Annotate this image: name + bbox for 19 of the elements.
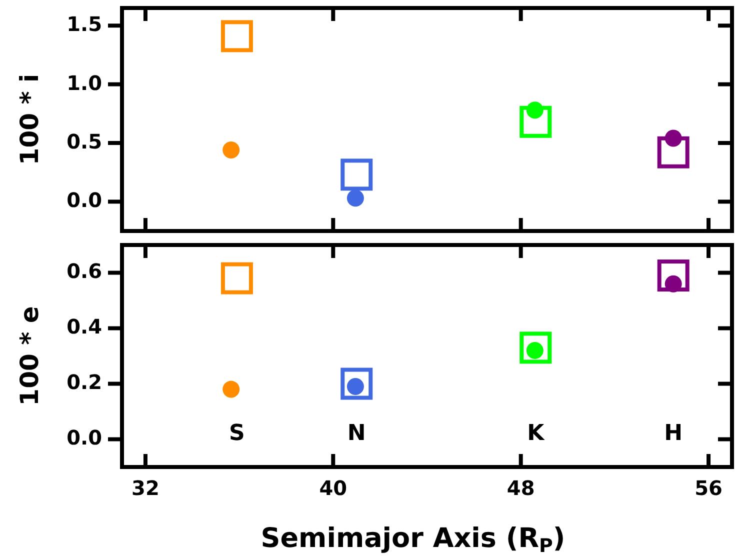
x-tick-label: 40 bbox=[319, 476, 348, 500]
y-tick-label: 0.0 bbox=[66, 188, 102, 212]
y-tick-label: 0.2 bbox=[66, 370, 102, 394]
annotation: H bbox=[664, 421, 683, 446]
y-tick-label: 0.5 bbox=[66, 129, 102, 154]
x-tick-label: 56 bbox=[694, 476, 722, 500]
x-tick-label: 48 bbox=[506, 476, 535, 500]
annotation: K bbox=[527, 421, 546, 446]
y-axis-title: 100 * e bbox=[15, 306, 44, 406]
y-tick-label: 0.4 bbox=[66, 314, 102, 339]
y-tick-label: 0.6 bbox=[66, 259, 102, 284]
y-axis-title: 100 * i bbox=[15, 74, 44, 166]
y-tick-label: 1.0 bbox=[66, 70, 102, 95]
annotation: S bbox=[229, 421, 245, 446]
x-axis-title: Semimajor Axis (R$_{P}$) bbox=[260, 523, 566, 557]
x-tick-label: 32 bbox=[132, 476, 160, 500]
annotation: N bbox=[347, 421, 366, 446]
y-tick-label: 0.0 bbox=[66, 426, 102, 450]
y-tick-label: 1.5 bbox=[66, 12, 102, 36]
